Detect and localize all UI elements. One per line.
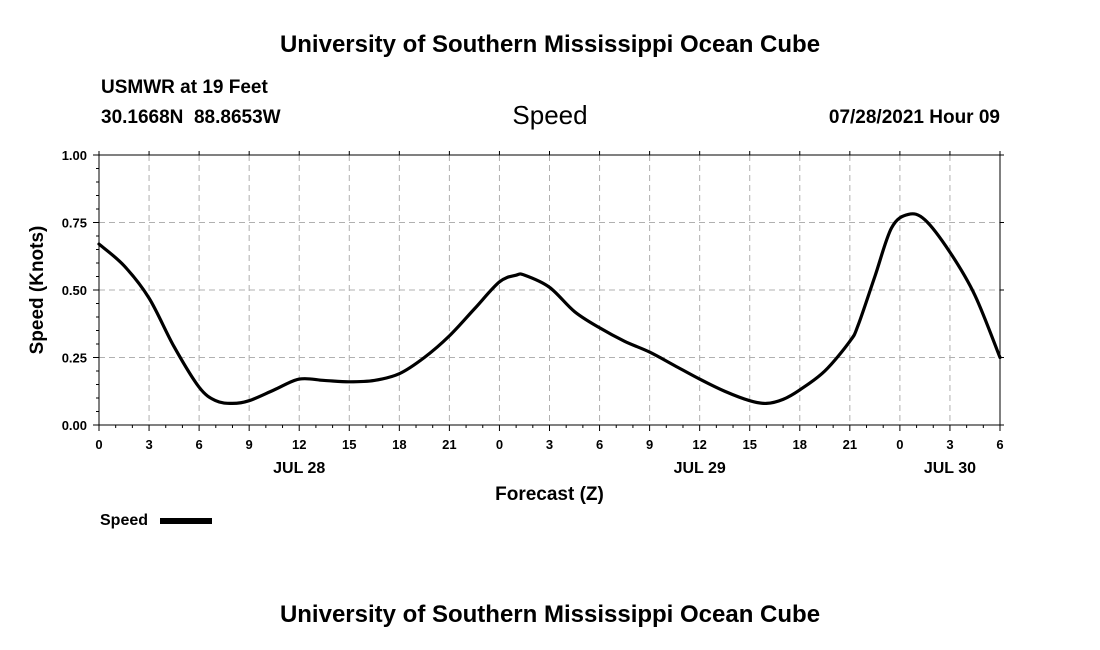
y-tick-label: 1.00 [62, 148, 87, 163]
x-tick-label: 21 [843, 437, 857, 452]
x-tick-label: 6 [996, 437, 1003, 452]
page-title-bottom: University of Southern Mississippi Ocean… [279, 601, 821, 628]
series-line-speed [97, 212, 1002, 406]
x-tick-label: 3 [546, 437, 553, 452]
legend-label-speed: Speed [100, 512, 148, 529]
axis-ticks: 0 3 6 9 12 15 18 21 0 3 6 9 12 15 18 21 0 3 6 0.00 0.25 0.50 0… [62, 148, 1004, 477]
x-tick-label: 9 [646, 437, 653, 452]
date-label: JUL 30 [924, 460, 976, 477]
series-layer [97, 212, 1002, 406]
grid [99, 155, 1000, 425]
x-tick-label: 12 [692, 437, 706, 452]
x-tick-label: 0 [95, 437, 102, 452]
y-tick-label: 0.50 [62, 283, 87, 298]
x-tick-label: 21 [442, 437, 456, 452]
x-tick-label: 3 [145, 437, 152, 452]
x-tick-label: 3 [946, 437, 953, 452]
x-tick-label: 18 [392, 437, 406, 452]
x-tick-label: 9 [246, 437, 253, 452]
date-label: JUL 28 [273, 460, 325, 477]
y-tick-label: 0.00 [62, 418, 87, 433]
x-tick-label: 15 [342, 437, 356, 452]
coordinates-label: 30.1668N 88.8653W [101, 107, 281, 128]
x-tick-label: 0 [496, 437, 503, 452]
x-tick-label: 0 [896, 437, 903, 452]
x-tick-label: 12 [292, 437, 306, 452]
x-tick-label: 18 [793, 437, 807, 452]
datetime-label: 07/28/2021 Hour 09 [828, 107, 1000, 128]
page-title-top: University of Southern Mississippi Ocean… [279, 31, 821, 58]
y-tick-label: 0.25 [62, 351, 87, 366]
legend: Speed [100, 512, 212, 529]
x-tick-label: 6 [596, 437, 603, 452]
y-axis-label: Speed (Knots) [27, 226, 48, 355]
station-label: USMWR at 19 Feet [101, 77, 268, 98]
x-axis-label: Forecast (Z) [495, 484, 604, 505]
y-tick-label: 0.75 [62, 216, 87, 231]
x-tick-label: 15 [742, 437, 756, 452]
x-tick-label: 6 [195, 437, 202, 452]
chart-title: Speed [512, 100, 588, 130]
date-label: JUL 29 [674, 460, 726, 477]
